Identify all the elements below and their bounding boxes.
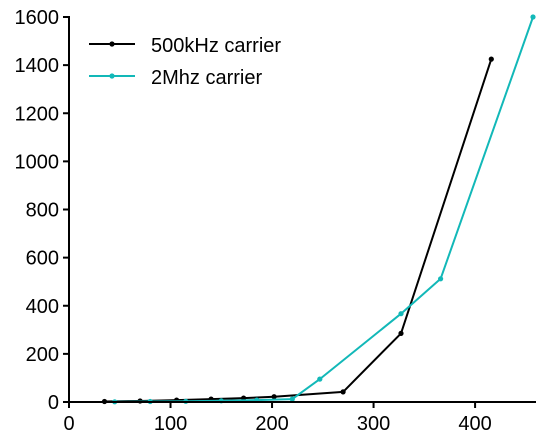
y-tick-label: 0 xyxy=(48,392,59,414)
data-point-s1-7 xyxy=(398,311,404,317)
y-tick-label: 600 xyxy=(26,248,59,270)
y-tick-label: 200 xyxy=(26,344,59,366)
legend-label-500khz: 500kHz carrier xyxy=(151,35,281,57)
legend-label-2mhz: 2Mhz carrier xyxy=(151,67,262,89)
data-point-s1-8 xyxy=(438,276,444,282)
series-line-0 xyxy=(104,58,493,403)
y-tick-label: 1600 xyxy=(15,7,60,29)
x-tick-label: 300 xyxy=(357,413,390,435)
y-tick-label: 400 xyxy=(26,296,59,318)
legend: 500kHz carrier 2Mhz carrier xyxy=(89,35,281,89)
x-ticks: 0 100 200 300 400 xyxy=(63,402,492,435)
y-tick-label: 1200 xyxy=(15,103,60,125)
x-tick-label: 400 xyxy=(458,413,491,435)
data-point-s1-5 xyxy=(289,396,295,402)
data-point-s0-7 xyxy=(398,330,404,336)
x-tick-label: 200 xyxy=(255,413,288,435)
data-point-s1-6 xyxy=(317,376,323,382)
x-tick-label: 0 xyxy=(63,413,74,435)
legend-marker-2mhz xyxy=(109,73,115,79)
legend-marker-500khz xyxy=(109,41,115,47)
data-point-s0-5 xyxy=(271,394,277,400)
data-point-s0-8 xyxy=(488,56,494,62)
y-tick-label: 1000 xyxy=(15,151,60,173)
data-point-s0-6 xyxy=(340,389,346,395)
x-tick-label: 100 xyxy=(154,413,187,435)
y-ticks: 0 200 400 600 800 1000 1200 1400 1600 xyxy=(15,7,69,414)
y-tick-label: 800 xyxy=(26,200,59,222)
data-point-s1-9 xyxy=(530,14,536,20)
y-tick-label: 1400 xyxy=(15,55,60,77)
